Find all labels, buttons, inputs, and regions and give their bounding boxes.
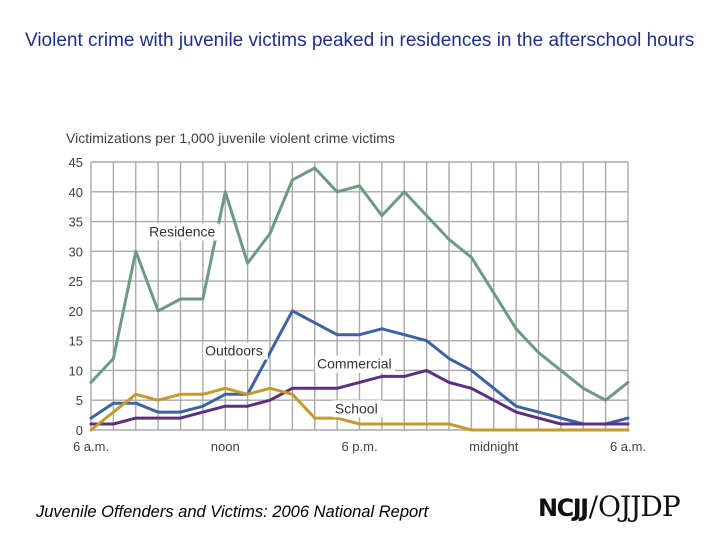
- y-tick-label: 0: [76, 423, 83, 438]
- x-tick-label: 6 a.m.: [610, 439, 646, 454]
- x-tick-label: midnight: [469, 439, 519, 454]
- series-label-background: [203, 342, 268, 360]
- x-tick-label: 6 a.m.: [73, 439, 109, 454]
- y-tick-label: 45: [69, 155, 83, 170]
- series-label-background: [314, 355, 395, 373]
- series-line-residence: [89, 166, 630, 402]
- ncjj-ojjdp-logo: NCJJ/OJJDP: [538, 490, 681, 523]
- series-label-background: [147, 223, 220, 241]
- logo-right: OJJDP: [598, 490, 681, 523]
- series-label: School: [335, 400, 378, 416]
- y-tick-label: 15: [69, 334, 83, 349]
- y-tick-label: 25: [69, 274, 83, 289]
- y-tick-label: 10: [69, 363, 83, 378]
- series-line-outdoors: [89, 309, 630, 426]
- series-label-background: [332, 400, 383, 418]
- x-axis: 6 a.m. noon 6 p.m. midnight 6 a.m.: [73, 439, 646, 454]
- y-tick-label: 30: [69, 244, 83, 259]
- series-line-school: [89, 386, 630, 432]
- y-tick-label: 35: [69, 215, 83, 230]
- series-line-commercial: [89, 368, 630, 426]
- y-axis: 0 5 10 15 20 25 30 35 40 45: [69, 155, 83, 438]
- report-footer: Juvenile Offenders and Victims: 2006 Nat…: [36, 503, 429, 521]
- slide-title: Violent crime with juvenile victims peak…: [25, 30, 695, 51]
- y-tick-label: 5: [76, 393, 83, 408]
- x-tick-label: noon: [211, 439, 240, 454]
- series-label: Residence: [149, 223, 215, 239]
- logo-slash: /: [588, 490, 598, 523]
- chart-title: Victimizations per 1,000 juvenile violen…: [66, 130, 395, 146]
- series-label: Commercial: [317, 356, 392, 372]
- y-tick-label: 40: [69, 185, 83, 200]
- x-tick-label: 6 p.m.: [341, 439, 377, 454]
- series-lines: [89, 166, 630, 432]
- y-tick-label: 20: [69, 304, 83, 319]
- series-label: Outdoors: [205, 343, 263, 359]
- logo-left: NCJJ: [538, 494, 589, 522]
- series-labels: Residence Outdoors Commercial School: [147, 223, 395, 418]
